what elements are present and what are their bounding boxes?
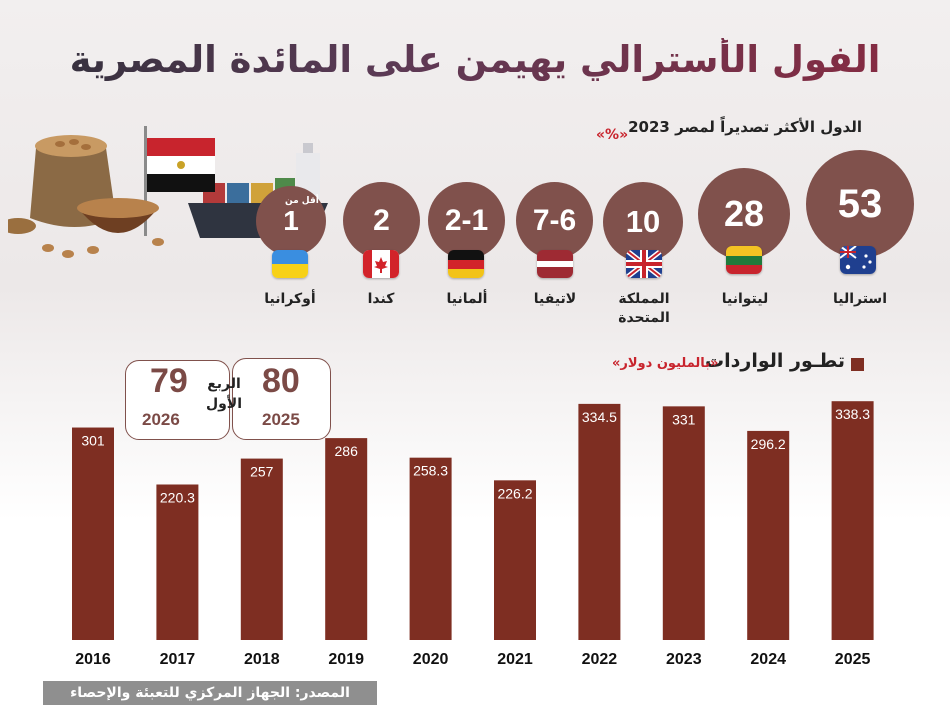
bar-2018: [240, 458, 283, 640]
bar-value-label: 296.2: [751, 436, 786, 452]
year-tick-label: 2023: [666, 651, 702, 668]
exporters-subtitle: الدول الأكثر تصديراً لمصر 2023: [628, 118, 862, 136]
exporter-value-germany: 2-1: [428, 182, 505, 259]
year-tick-label: 2018: [244, 651, 280, 668]
year-tick-label: 2017: [160, 651, 196, 668]
exporter-value-lithuania: 28: [698, 168, 790, 260]
bar-2020: [409, 457, 452, 640]
imports-unit: «بالمليون دولار»: [612, 356, 719, 371]
less-than-note: أقل من: [285, 196, 319, 206]
bar-value-label: 338.3: [835, 406, 870, 422]
page-title: الفول الأسترالي يهيمن على المائدة المصري…: [0, 38, 950, 81]
bar-value-label: 286: [335, 443, 359, 459]
year-tick-label: 2024: [750, 651, 786, 668]
country-canada: كندا: [367, 291, 395, 307]
year-tick-label: 2020: [413, 651, 449, 668]
uk-flag-icon: [626, 250, 662, 278]
source-bar: [43, 681, 377, 705]
q1-label: الربع الأول: [205, 376, 243, 412]
q1-box-2025: [232, 358, 331, 440]
canada-flag-icon: [363, 250, 399, 278]
bar-2021: [494, 480, 536, 640]
lithuania-flag-icon: [726, 246, 762, 274]
germany-flag-icon: [448, 250, 484, 278]
bar-2017: [156, 484, 199, 640]
bar-value-label: 257: [250, 464, 274, 480]
exporters-unit: «%»: [596, 127, 629, 143]
exporter-value-latvia: 7-6: [516, 182, 593, 259]
latvia-flag-icon: [537, 250, 573, 278]
bar-value-label: 226.2: [497, 485, 532, 501]
bar-value-label: 301: [81, 433, 105, 449]
imports-legend: تطـور الواردات: [705, 350, 845, 372]
bar-2019: [325, 438, 368, 640]
country-uk: المملكة المتحدة: [618, 291, 670, 326]
year-tick-label: 2022: [582, 651, 618, 668]
exporter-value-canada: 2: [343, 182, 420, 259]
q1-year-2026: 2026: [142, 410, 180, 429]
legend-swatch: [851, 358, 864, 371]
exporter-value-uk: 10: [603, 182, 683, 262]
bar-value-label: 220.3: [160, 489, 195, 505]
exporter-value-ukraine: 1: [256, 186, 326, 256]
bar-2016: [72, 427, 114, 640]
year-tick-label: 2019: [328, 651, 364, 668]
bar-2023: [662, 406, 705, 640]
year-tick-label: 2025: [835, 651, 871, 668]
country-ukraine: أوكرانيا: [264, 291, 316, 307]
bar-value-label: 258.3: [413, 463, 448, 479]
exporter-value-australia: 53: [806, 150, 914, 258]
ukraine-flag-icon: [272, 250, 308, 278]
year-tick-label: 2021: [497, 651, 533, 668]
bar-value-label: 331: [672, 411, 696, 427]
q1-year-2025: 2025: [262, 410, 300, 429]
bar-value-label: 334.5: [582, 409, 617, 425]
bar-2025: [831, 401, 874, 640]
q1-box-2026: [125, 360, 230, 440]
bean-bowl-icon: [8, 198, 164, 258]
country-lithuania: ليتوانيا: [721, 291, 769, 307]
country-germany: ألمانيا: [446, 291, 488, 307]
country-latvia: لاتيفيا: [533, 291, 577, 307]
country-australia: استراليا: [832, 291, 888, 307]
year-tick-label: 2016: [75, 651, 111, 668]
q1-value-2025: 80: [262, 362, 300, 400]
source-text: المصدر: الجهاز المركزي للتعبئة والإحصاء: [70, 685, 350, 701]
bar-2024: [747, 430, 790, 640]
australia-flag-icon: [840, 246, 876, 274]
egypt-flag-icon: [144, 126, 215, 236]
q1-value-2026: 79: [150, 362, 188, 400]
bar-2022: [578, 403, 621, 640]
